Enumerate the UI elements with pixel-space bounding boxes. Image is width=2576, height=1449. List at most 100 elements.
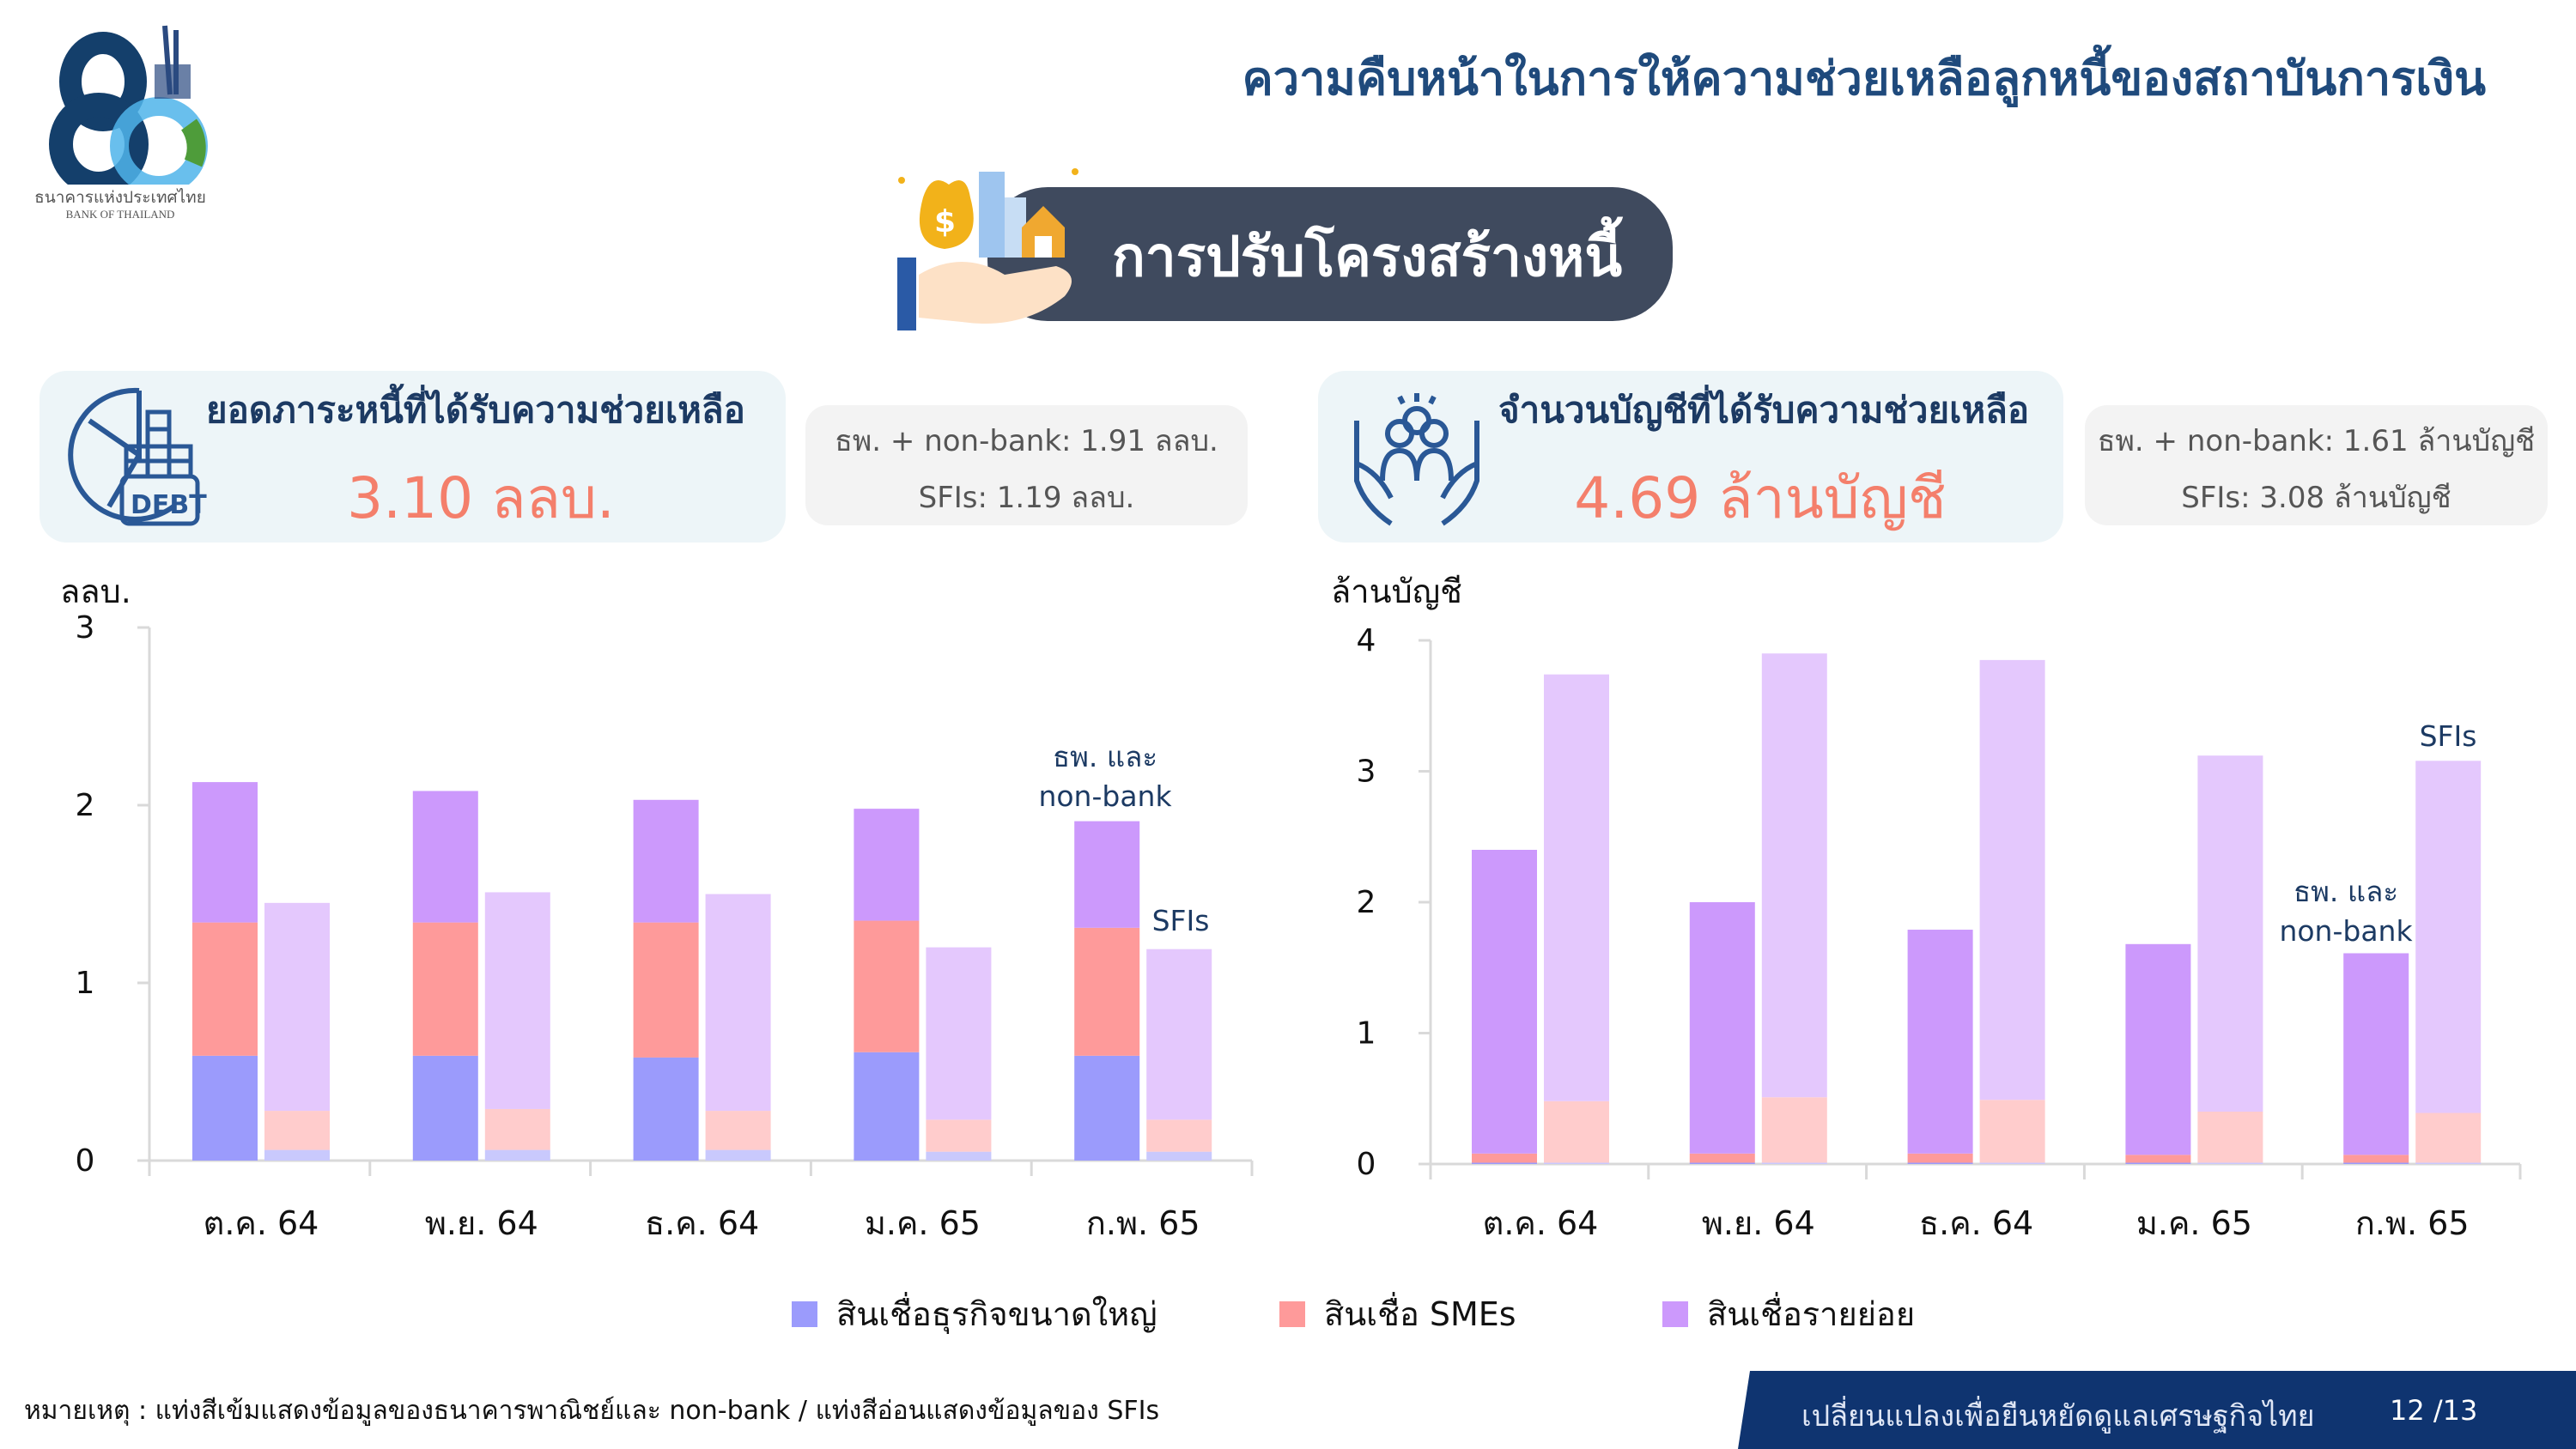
bar-light-sme [2197, 1112, 2263, 1163]
bar-dark-large [1472, 1162, 1537, 1164]
accounts-card-value: 4.69 ล้านบัญชี [1574, 465, 1947, 531]
left-chart-ylabel: ลลบ. [60, 573, 131, 610]
bar-dark-large [2343, 1162, 2409, 1164]
footer-bar [1738, 1371, 2576, 1449]
bar-light-large [926, 1151, 992, 1161]
bar-light-retail [1146, 949, 1212, 1120]
section-banner [987, 187, 1673, 321]
debt-card-value: 3.10 ลลบ. [347, 465, 615, 531]
bar-light-sme [1146, 1119, 1212, 1152]
bar-light-retail [926, 947, 992, 1120]
bar-dark-sme [633, 922, 699, 1058]
y-tick-label: 1 [76, 966, 95, 1001]
logo-text-thai: ธนาคารแห่งประเทศไทย [34, 188, 206, 207]
debt-breakdown-bank: ธพ. + non-bank: 1.91 ลลบ. [835, 424, 1218, 458]
bar-dark-sme [854, 920, 920, 1052]
bar-light-sme [484, 1108, 550, 1150]
bar-light-large [1979, 1162, 2045, 1164]
y-tick-label: 0 [1357, 1147, 1376, 1182]
bar-dark-large [633, 1057, 699, 1161]
x-tick-label: ธ.ค. 64 [1919, 1204, 2033, 1242]
logo-text-english: BANK OF THAILAND [65, 208, 175, 221]
bar-light-sme [1979, 1100, 2045, 1163]
accounts-breakdown-box: ธพ. + non-bank: 1.61 ล้านบัญชี SFIs: 3.0… [2085, 405, 2548, 525]
bar-light-retail [264, 902, 330, 1112]
legend-item-retail: สินเชื่อรายย่อย [1662, 1288, 1915, 1340]
bar-light-sme [1544, 1100, 1609, 1163]
bar-light-large [1544, 1162, 1609, 1164]
accounts-breakdown-bank: ธพ. + non-bank: 1.61 ล้านบัญชี [2097, 424, 2536, 458]
bar-light-retail [705, 894, 771, 1112]
bar-dark-large [854, 1052, 920, 1161]
bar-light-large [705, 1149, 771, 1161]
bar-dark-sme [2125, 1155, 2191, 1163]
x-tick-label: พ.ย. 64 [1702, 1204, 1815, 1242]
hands-people-icon [1340, 386, 1494, 532]
legend-item-sme: สินเชื่อ SMEs [1279, 1288, 1516, 1340]
bar-light-retail [1979, 659, 2045, 1100]
debt-card-title: ยอดภาระหนี้ที่ได้รับความช่วยเหลือ [206, 389, 745, 431]
y-tick-label: 3 [1357, 755, 1376, 790]
bar-light-large [2197, 1162, 2263, 1164]
bar-light-retail [1761, 653, 1827, 1098]
bar-dark-large [1689, 1162, 1755, 1164]
accounts-breakdown-sfis: SFIs: 3.08 ล้านบัญชี [2181, 481, 2451, 515]
accounts-summary-card [1318, 371, 2063, 543]
bar-dark-retail [633, 799, 699, 923]
debt-icon-label: DEBT [131, 490, 207, 520]
x-tick-label: พ.ย. 64 [425, 1204, 538, 1242]
bar-dark-large [2125, 1162, 2191, 1164]
bar-dark-sme [2343, 1155, 2409, 1163]
left-chart-annotation-sfis: SFIs [1151, 904, 1210, 937]
bar-light-retail [1544, 674, 1609, 1101]
bar-dark-retail [1472, 850, 1537, 1154]
bar-light-retail [2197, 755, 2263, 1112]
money-hand-icon: $ [884, 146, 1091, 335]
legend-item-large: สินเชื่อธุรกิจขนาดใหญ่ [792, 1288, 1157, 1340]
legend-swatch-sme [1279, 1300, 1305, 1327]
bar-dark-retail [192, 782, 258, 923]
debt-breakdown-box: ธพ. + non-bank: 1.91 ลลบ. SFIs: 1.19 ลลบ… [805, 405, 1248, 525]
bar-light-sme [1761, 1097, 1827, 1163]
bar-light-large [484, 1149, 550, 1161]
footnote: หมายเหตุ : แท่งสีเข้มแสดงข้อมูลของธนาคาร… [24, 1396, 1160, 1426]
bar-light-large [1146, 1151, 1212, 1161]
x-tick-label: ต.ค. 64 [204, 1204, 319, 1242]
bar-dark-retail [2125, 943, 2191, 1155]
legend-swatch-retail [1662, 1300, 1688, 1327]
x-tick-label: ก.พ. 65 [2355, 1204, 2470, 1242]
y-tick-label: 2 [76, 788, 95, 823]
bar-dark-large [1907, 1162, 1973, 1164]
right-chart-annotation-sfis: SFIs [2419, 719, 2477, 753]
bar-dark-retail [2343, 953, 2409, 1155]
chart-legend: สินเชื่อธุรกิจขนาดใหญ่ สินเชื่อ SMEs สิน… [0, 1288, 2576, 1339]
bar-light-sme [926, 1119, 992, 1152]
bank-of-thailand-logo: ธนาคารแห่งประเทศไทย BANK OF THAILAND [17, 17, 223, 223]
debt-chart-icon: DEBT [62, 386, 212, 532]
footer-slogan: เปลี่ยนแปลงเพื่อยืนหยัดดูแลเศรษฐกิจไทย [1801, 1399, 2315, 1434]
accounts-card-title: จำนวนบัญชีที่ได้รับความช่วยเหลือ [1498, 389, 2030, 431]
bar-dark-retail [854, 809, 920, 921]
x-tick-label: ต.ค. 64 [1483, 1204, 1599, 1242]
y-tick-label: 4 [1357, 623, 1376, 658]
bar-dark-retail [412, 791, 478, 923]
bar-dark-sme [1907, 1153, 1973, 1163]
bar-dark-retail [1907, 930, 1973, 1154]
y-tick-label: 1 [1357, 1016, 1376, 1052]
bar-light-sme [2415, 1113, 2482, 1163]
bar-light-large [264, 1149, 330, 1161]
bar-light-large [1761, 1162, 1827, 1164]
page-number: 12 /13 [2390, 1394, 2478, 1427]
right-chart-annotation-bank: ธพ. และ non-bank [2279, 875, 2413, 948]
bar-dark-sme [1689, 1153, 1755, 1163]
legend-swatch-large [792, 1300, 817, 1327]
x-tick-label: ธ.ค. 64 [645, 1204, 759, 1242]
x-tick-label: ม.ค. 65 [2136, 1204, 2252, 1242]
bar-dark-sme [1472, 1153, 1537, 1163]
section-banner-title: การปรับโครงสร้างหนี้ [1112, 226, 1623, 289]
bar-dark-retail [1689, 902, 1755, 1154]
y-tick-label: 2 [1357, 885, 1376, 920]
bar-dark-large [192, 1055, 258, 1161]
left-chart-annotation-bank: ธพ. และ non-bank [1038, 740, 1172, 813]
